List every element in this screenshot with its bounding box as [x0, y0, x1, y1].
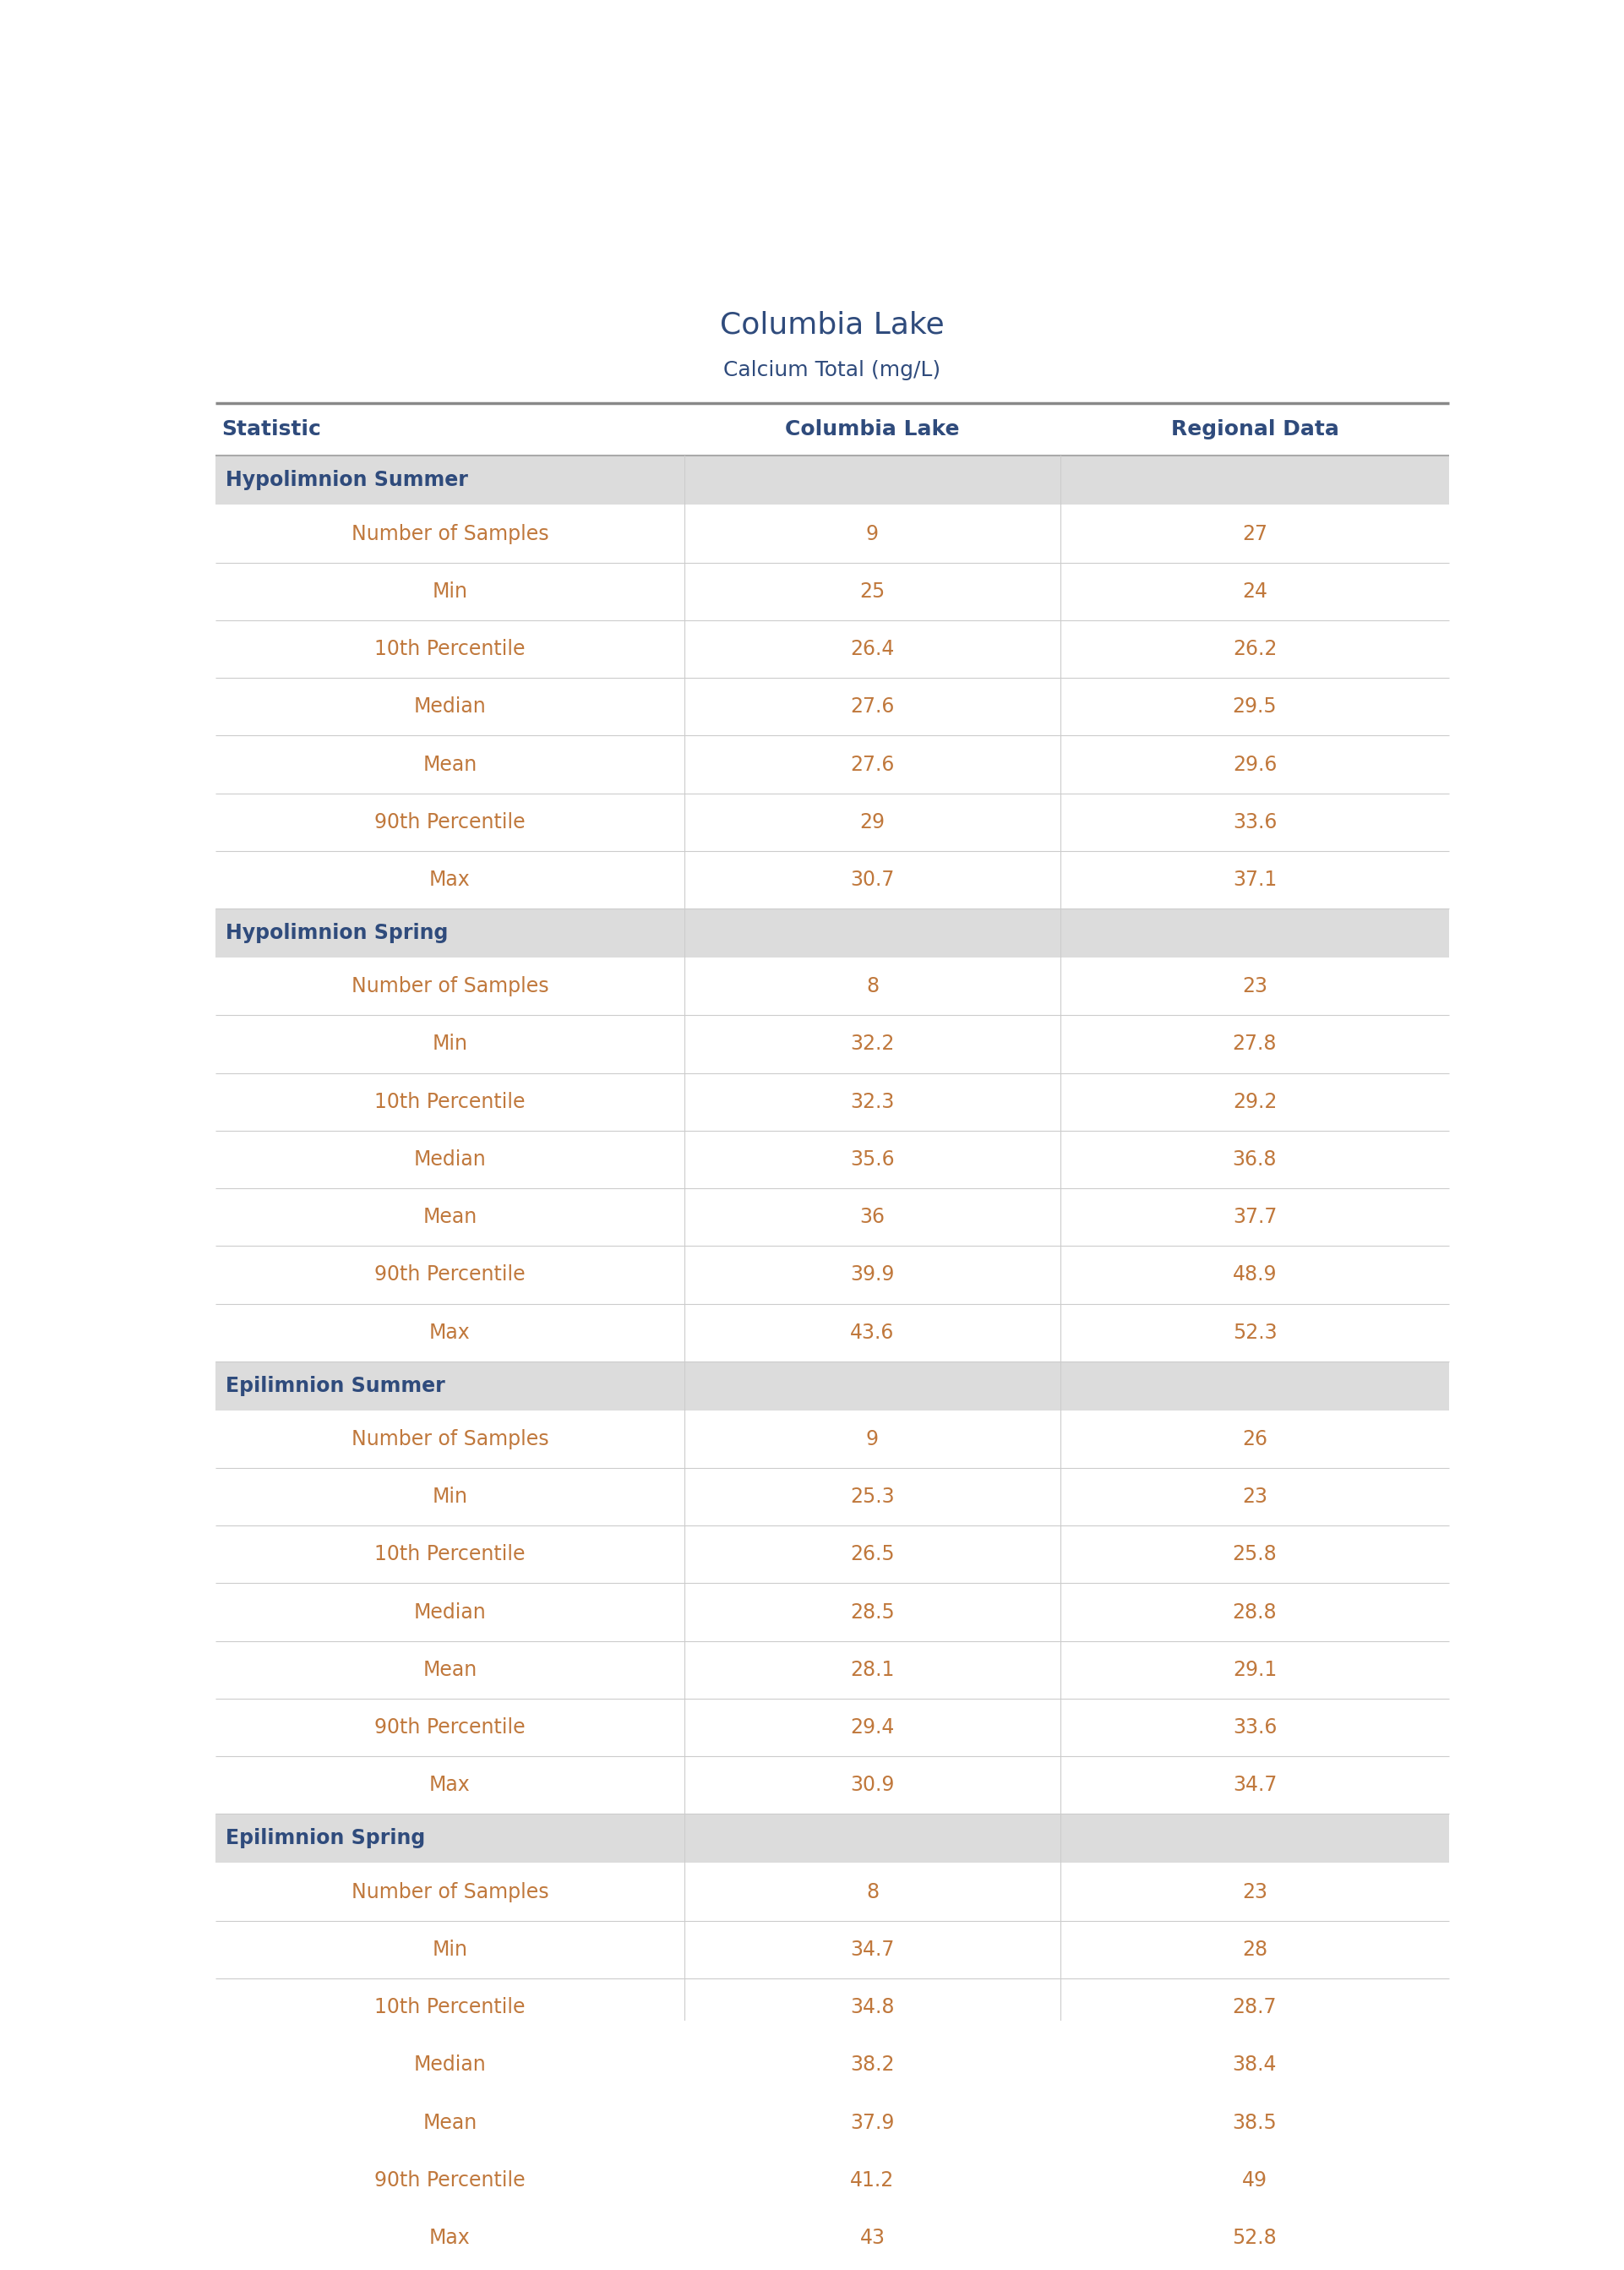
Text: Max: Max: [429, 869, 471, 890]
Text: Median: Median: [414, 2054, 486, 2075]
Text: 34.7: 34.7: [851, 1939, 895, 1959]
Text: 23: 23: [1242, 976, 1267, 997]
Bar: [216, 908, 1449, 958]
Text: 36.8: 36.8: [1233, 1149, 1276, 1169]
Text: 26.2: 26.2: [1233, 638, 1276, 658]
Text: 29.2: 29.2: [1233, 1092, 1276, 1112]
Text: 90th Percentile: 90th Percentile: [375, 1264, 526, 1285]
Text: 8: 8: [866, 976, 879, 997]
Text: 37.7: 37.7: [1233, 1208, 1276, 1228]
Bar: [216, 1814, 1449, 1864]
Text: 90th Percentile: 90th Percentile: [375, 2170, 526, 2191]
Text: 35.6: 35.6: [849, 1149, 895, 1169]
Text: 38.5: 38.5: [1233, 2113, 1276, 2134]
Text: 90th Percentile: 90th Percentile: [375, 1718, 526, 1737]
Text: 34.8: 34.8: [851, 1998, 895, 2018]
Text: Mean: Mean: [422, 1208, 477, 1228]
Text: Max: Max: [429, 2227, 471, 2247]
Text: 25: 25: [859, 581, 885, 602]
Text: Mean: Mean: [422, 1659, 477, 1680]
Text: 8: 8: [866, 1882, 879, 1902]
Text: 24: 24: [1242, 581, 1267, 602]
Text: Calcium Total (mg/L): Calcium Total (mg/L): [724, 361, 940, 381]
Text: 39.9: 39.9: [851, 1264, 895, 1285]
Text: 29.1: 29.1: [1233, 1659, 1276, 1680]
Text: Columbia Lake: Columbia Lake: [719, 311, 945, 338]
Text: 28.8: 28.8: [1233, 1603, 1276, 1623]
Text: Mean: Mean: [422, 2113, 477, 2134]
Text: Number of Samples: Number of Samples: [351, 1430, 549, 1448]
Text: 26.4: 26.4: [851, 638, 895, 658]
Text: Number of Samples: Number of Samples: [351, 524, 549, 545]
Text: 27.6: 27.6: [851, 697, 895, 717]
Text: Min: Min: [432, 581, 468, 602]
Text: Number of Samples: Number of Samples: [351, 976, 549, 997]
Bar: [216, 1362, 1449, 1410]
Text: 43.6: 43.6: [851, 1323, 895, 1342]
Text: Median: Median: [414, 1603, 486, 1623]
Text: 38.4: 38.4: [1233, 2054, 1276, 2075]
Text: 9: 9: [866, 524, 879, 545]
Text: Min: Min: [432, 1033, 468, 1053]
Text: 49: 49: [1242, 2170, 1267, 2191]
Text: 28.5: 28.5: [849, 1603, 895, 1623]
Text: 30.7: 30.7: [851, 869, 895, 890]
Text: 28: 28: [1242, 1939, 1267, 1959]
Text: Hypolimnion Summer: Hypolimnion Summer: [226, 470, 468, 490]
Text: 38.2: 38.2: [851, 2054, 895, 2075]
Text: 34.7: 34.7: [1233, 1775, 1276, 1796]
Bar: [216, 456, 1449, 504]
Text: 29.5: 29.5: [1233, 697, 1276, 717]
Text: 52.3: 52.3: [1233, 1323, 1276, 1342]
Text: 29.6: 29.6: [1233, 754, 1276, 774]
Text: 33.6: 33.6: [1233, 1718, 1276, 1737]
Text: 23: 23: [1242, 1487, 1267, 1507]
Text: Regional Data: Regional Data: [1171, 420, 1338, 440]
Text: 37.9: 37.9: [851, 2113, 895, 2134]
Text: 26: 26: [1242, 1430, 1267, 1448]
Text: 27.8: 27.8: [1233, 1033, 1276, 1053]
Text: 36: 36: [859, 1208, 885, 1228]
Text: 28.1: 28.1: [851, 1659, 895, 1680]
Text: 10th Percentile: 10th Percentile: [375, 638, 525, 658]
Text: 10th Percentile: 10th Percentile: [375, 1544, 525, 1564]
Text: 25.3: 25.3: [849, 1487, 895, 1507]
Text: Mean: Mean: [422, 754, 477, 774]
Text: 27.6: 27.6: [851, 754, 895, 774]
Text: Min: Min: [432, 1939, 468, 1959]
Text: 48.9: 48.9: [1233, 1264, 1276, 1285]
Text: Epilimnion Summer: Epilimnion Summer: [226, 1376, 445, 1396]
Text: 33.6: 33.6: [1233, 813, 1276, 833]
Text: 37.1: 37.1: [1233, 869, 1276, 890]
Text: Epilimnion Spring: Epilimnion Spring: [226, 1827, 425, 1848]
Text: Median: Median: [414, 697, 486, 717]
Text: 43: 43: [859, 2227, 885, 2247]
Text: 26.5: 26.5: [849, 1544, 895, 1564]
Text: 52.8: 52.8: [1233, 2227, 1276, 2247]
Text: 32.3: 32.3: [851, 1092, 895, 1112]
Text: 23: 23: [1242, 1882, 1267, 1902]
Text: Max: Max: [429, 1323, 471, 1342]
Text: 29: 29: [859, 813, 885, 833]
Text: 27: 27: [1242, 524, 1267, 545]
Text: 30.9: 30.9: [851, 1775, 895, 1796]
Text: Max: Max: [429, 1775, 471, 1796]
Text: 32.2: 32.2: [851, 1033, 895, 1053]
Text: 9: 9: [866, 1430, 879, 1448]
Text: Min: Min: [432, 1487, 468, 1507]
Text: 10th Percentile: 10th Percentile: [375, 1998, 525, 2018]
Text: Median: Median: [414, 1149, 486, 1169]
Text: 10th Percentile: 10th Percentile: [375, 1092, 525, 1112]
Text: Columbia Lake: Columbia Lake: [784, 420, 960, 440]
Text: 90th Percentile: 90th Percentile: [375, 813, 526, 833]
Text: Number of Samples: Number of Samples: [351, 1882, 549, 1902]
Text: 41.2: 41.2: [851, 2170, 895, 2191]
Text: 25.8: 25.8: [1233, 1544, 1276, 1564]
Text: 29.4: 29.4: [851, 1718, 895, 1737]
Text: Hypolimnion Spring: Hypolimnion Spring: [226, 924, 448, 944]
Text: Statistic: Statistic: [222, 420, 322, 440]
Text: 28.7: 28.7: [1233, 1998, 1276, 2018]
